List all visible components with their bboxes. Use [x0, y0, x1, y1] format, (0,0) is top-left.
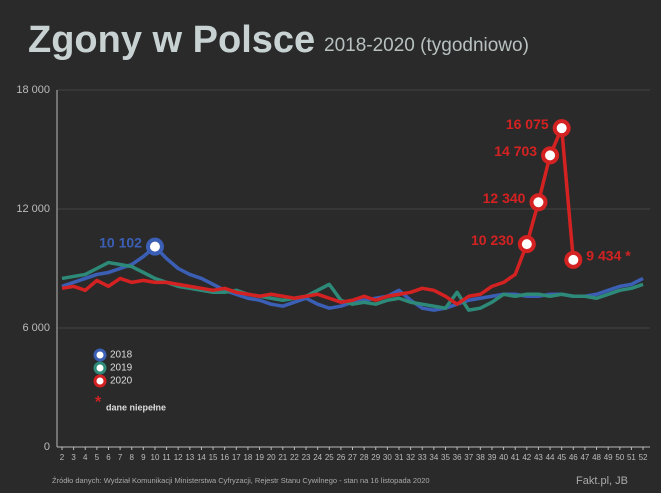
- x-tick-label: 27: [348, 453, 357, 462]
- point-marker: [564, 250, 583, 269]
- x-tick-label: 8: [129, 453, 134, 462]
- x-tick-label: 14: [197, 453, 206, 462]
- x-tick-label: 9: [141, 453, 146, 462]
- x-tick-label: 26: [336, 453, 345, 462]
- legend-marker: [93, 348, 107, 362]
- x-tick-label: 25: [325, 453, 334, 462]
- source: Źródło danych: Wydział Komunikacji Minis…: [52, 476, 430, 485]
- x-tick-label: 42: [522, 453, 531, 462]
- y-tick-label: 0: [44, 441, 50, 453]
- data-label: 14 703: [494, 143, 537, 159]
- x-tick-label: 10: [151, 453, 160, 462]
- data-label: 12 340: [483, 190, 526, 206]
- x-tick-label: 16: [220, 453, 229, 462]
- x-tick-label: 37: [464, 453, 473, 462]
- x-tick-label: 45: [557, 453, 566, 462]
- series-line: [61, 260, 644, 312]
- x-tick-label: 31: [395, 453, 404, 462]
- x-tick-label: 24: [313, 453, 322, 462]
- x-tick-label: 28: [360, 453, 369, 462]
- note-marker: *: [95, 394, 102, 411]
- x-tick-label: 35: [441, 453, 450, 462]
- chart-title: Zgony w Polsce: [28, 19, 315, 61]
- x-tick-label: 17: [232, 453, 241, 462]
- x-tick-label: 3: [71, 453, 76, 462]
- legend-marker: [93, 361, 107, 375]
- x-tick-label: 23: [302, 453, 311, 462]
- x-tick-label: 34: [429, 453, 438, 462]
- series-line: [61, 126, 576, 306]
- x-tick-label: 50: [615, 453, 624, 462]
- point-marker: [541, 146, 560, 165]
- x-tick-label: 2: [60, 453, 65, 462]
- credit: Fakt.pl, JB: [576, 475, 628, 487]
- x-tick-label: 11: [162, 453, 171, 462]
- x-tick-label: 20: [267, 453, 276, 462]
- x-tick-label: 41: [511, 453, 520, 462]
- note: dane niepełne: [106, 402, 166, 412]
- legend-label: 2019: [110, 363, 133, 374]
- x-tick-label: 15: [209, 453, 218, 462]
- data-label: 10 230: [471, 232, 514, 248]
- x-tick-label: 46: [569, 453, 578, 462]
- data-label: 9 434 *: [586, 248, 631, 264]
- data-label: 16 075: [506, 116, 549, 132]
- point-marker: [552, 119, 571, 138]
- x-tick-label: 44: [546, 453, 555, 462]
- x-tick-label: 18: [243, 453, 252, 462]
- y-tick-label: 18 000: [16, 84, 50, 96]
- chart-subtitle: 2018-2020 (tygodniowo): [324, 35, 529, 56]
- x-tick-label: 48: [592, 453, 601, 462]
- legend-marker: [93, 374, 107, 388]
- x-tick-label: 21: [278, 453, 287, 462]
- legend-label: 2018: [110, 350, 133, 361]
- x-tick-label: 5: [95, 453, 100, 462]
- x-tick-label: 40: [499, 453, 508, 462]
- x-tick-label: 38: [476, 453, 485, 462]
- point-marker: [529, 193, 548, 212]
- x-tick-label: 13: [185, 453, 194, 462]
- x-tick-label: 29: [371, 453, 380, 462]
- x-tick-label: 51: [627, 453, 636, 462]
- x-tick-label: 30: [383, 453, 392, 462]
- x-tick-label: 43: [534, 453, 543, 462]
- x-tick-label: 47: [580, 453, 589, 462]
- x-tick-label: 7: [118, 453, 123, 462]
- x-tick-label: 19: [255, 453, 264, 462]
- y-tick-label: 12 000: [16, 203, 50, 215]
- x-tick-label: 32: [406, 453, 415, 462]
- x-tick-label: 36: [453, 453, 462, 462]
- x-tick-label: 33: [418, 453, 427, 462]
- x-tick-label: 22: [290, 453, 299, 462]
- point-marker: [517, 235, 536, 254]
- legend-label: 2020: [110, 376, 133, 387]
- y-tick-label: 6 000: [22, 322, 50, 334]
- point-marker: [145, 237, 164, 256]
- x-tick-label: 4: [83, 453, 88, 462]
- x-tick-label: 49: [604, 453, 613, 462]
- x-tick-label: 6: [106, 453, 111, 462]
- data-label: 10 102: [99, 234, 142, 250]
- x-tick-label: 39: [488, 453, 497, 462]
- x-tick-label: 52: [639, 453, 648, 462]
- x-tick-label: 12: [174, 453, 183, 462]
